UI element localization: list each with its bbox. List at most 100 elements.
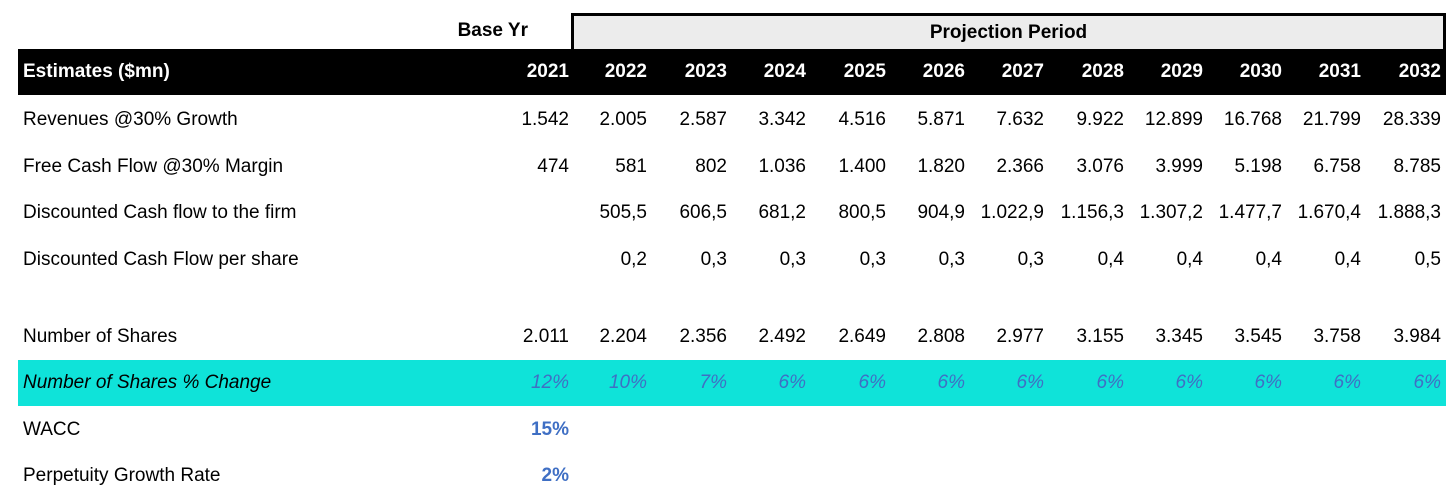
table-cell: 0,4 <box>1176 249 1203 270</box>
table-header-row: Estimates ($mn) 2021 2022 2023 2024 2025… <box>18 49 1446 95</box>
table-cell: 0,4 <box>1334 249 1361 270</box>
table-cell: 5.871 <box>917 109 965 130</box>
table-cell: 1.400 <box>838 156 886 177</box>
table-cell: 6% <box>778 372 806 393</box>
year-header: 2022 <box>604 61 647 82</box>
year-header: 2029 <box>1160 61 1203 82</box>
wacc-value: 15% <box>530 419 569 440</box>
table-cell: 2.977 <box>996 326 1044 347</box>
year-header: 2023 <box>684 61 727 82</box>
table-row-dcf-share: Discounted Cash Flow per share 0,2 0,3 0… <box>18 237 1446 283</box>
year-header: 2031 <box>1318 61 1361 82</box>
table-cell: 1.888,3 <box>1377 202 1441 223</box>
table-cell: 6% <box>1254 372 1282 393</box>
table-cell: 0,2 <box>620 249 647 270</box>
year-header: 2032 <box>1398 61 1441 82</box>
table-cell: 10% <box>608 372 647 393</box>
table-cell: 6% <box>937 372 965 393</box>
table-cell: 2.204 <box>599 326 647 347</box>
year-header: 2028 <box>1081 61 1124 82</box>
table-cell: 4.516 <box>838 109 886 130</box>
row-label: Discounted Cash flow to the firm <box>23 202 297 223</box>
table-cell: 8.785 <box>1393 156 1441 177</box>
row-label: Perpetuity Growth Rate <box>23 465 221 486</box>
table-cell: 6.758 <box>1313 156 1361 177</box>
table-cell: 2.587 <box>679 109 727 130</box>
table-cell: 800,5 <box>838 202 886 223</box>
table-cell: 2.366 <box>996 156 1044 177</box>
table-cell: 1.542 <box>521 109 569 130</box>
table-cell: 7% <box>699 372 727 393</box>
row-label: Number of Shares % Change <box>23 372 272 393</box>
row-label: Number of Shares <box>23 326 178 347</box>
table-row-wacc: WACC 15% <box>18 407 1446 453</box>
table-row-fcf: Free Cash Flow @30% Margin 474 581 802 1… <box>18 144 1446 190</box>
table-cell: 1.477,7 <box>1218 202 1282 223</box>
row-label: Revenues @30% Growth <box>23 109 238 130</box>
table-cell: 1.022,9 <box>980 202 1044 223</box>
perpetuity-growth-value: 2% <box>541 465 569 486</box>
table-cell: 6% <box>858 372 886 393</box>
table-cell: 12.899 <box>1144 109 1203 130</box>
table-cell: 3.342 <box>758 109 806 130</box>
table-cell: 1.156,3 <box>1060 202 1124 223</box>
table-cell: 6% <box>1096 372 1124 393</box>
table-cell: 3.155 <box>1076 326 1124 347</box>
year-header: 2027 <box>1001 61 1044 82</box>
table-cell: 681,2 <box>758 202 806 223</box>
table-cell: 21.799 <box>1302 109 1361 130</box>
table-cell: 3.545 <box>1234 326 1282 347</box>
row-label: Free Cash Flow @30% Margin <box>23 156 284 177</box>
table-cell: 3.076 <box>1076 156 1124 177</box>
table-row-perpetuity: Perpetuity Growth Rate 2% <box>18 453 1446 499</box>
table-cell: 3.999 <box>1155 156 1203 177</box>
table-cell: 3.758 <box>1313 326 1361 347</box>
table-row-revenues: Revenues @30% Growth 1.542 2.005 2.587 3… <box>18 97 1446 143</box>
table-cell: 0,4 <box>1097 249 1124 270</box>
table-cell: 6% <box>1413 372 1441 393</box>
table-cell: 0,3 <box>859 249 886 270</box>
table-cell: 0,3 <box>938 249 965 270</box>
row-label: Discounted Cash Flow per share <box>23 249 299 270</box>
table-cell: 3.984 <box>1393 326 1441 347</box>
table-cell: 0,3 <box>700 249 727 270</box>
table-cell: 1.670,4 <box>1297 202 1361 223</box>
table-cell: 12% <box>530 372 569 393</box>
table-cell: 3.345 <box>1155 326 1203 347</box>
table-cell: 0,4 <box>1255 249 1282 270</box>
table-row-dcf-firm: Discounted Cash flow to the firm 505,5 6… <box>18 190 1446 236</box>
table-row-shares-change: Number of Shares % Change 12% 10% 7% 6% … <box>18 360 1446 406</box>
table-cell: 904,9 <box>917 202 965 223</box>
projection-period-label: Projection Period <box>929 21 1088 43</box>
table-cell: 2.005 <box>599 109 647 130</box>
table-cell: 5.198 <box>1234 156 1282 177</box>
table-cell: 2.649 <box>838 326 886 347</box>
projection-period-header: Projection Period <box>571 13 1446 49</box>
table-cell: 9.922 <box>1076 109 1124 130</box>
year-header: 2024 <box>763 61 806 82</box>
table-cell: 1.036 <box>758 156 806 177</box>
table-cell: 505,5 <box>599 202 647 223</box>
table-cell: 0,5 <box>1414 249 1441 270</box>
table-cell: 7.632 <box>996 109 1044 130</box>
table-cell: 474 <box>537 156 569 177</box>
table-cell: 0,3 <box>1017 249 1044 270</box>
table-row-shares: Number of Shares 2.011 2.204 2.356 2.492… <box>18 314 1446 360</box>
table-cell: 16.768 <box>1223 109 1282 130</box>
table-cell: 6% <box>1016 372 1044 393</box>
table-cell: 6% <box>1175 372 1203 393</box>
table-cell: 2.356 <box>679 326 727 347</box>
table-cell: 6% <box>1333 372 1361 393</box>
row-label: WACC <box>23 419 81 440</box>
base-year-label: Base Yr <box>457 20 528 41</box>
year-header: 2030 <box>1239 61 1282 82</box>
table-cell: 581 <box>615 156 647 177</box>
table-cell: 802 <box>695 156 727 177</box>
year-header: 2025 <box>843 61 886 82</box>
table-cell: 1.307,2 <box>1139 202 1203 223</box>
table-cell: 2.011 <box>522 326 569 347</box>
table-cell: 606,5 <box>679 202 727 223</box>
table-cell: 1.820 <box>917 156 965 177</box>
table-cell: 0,3 <box>779 249 806 270</box>
year-header: 2026 <box>922 61 965 82</box>
